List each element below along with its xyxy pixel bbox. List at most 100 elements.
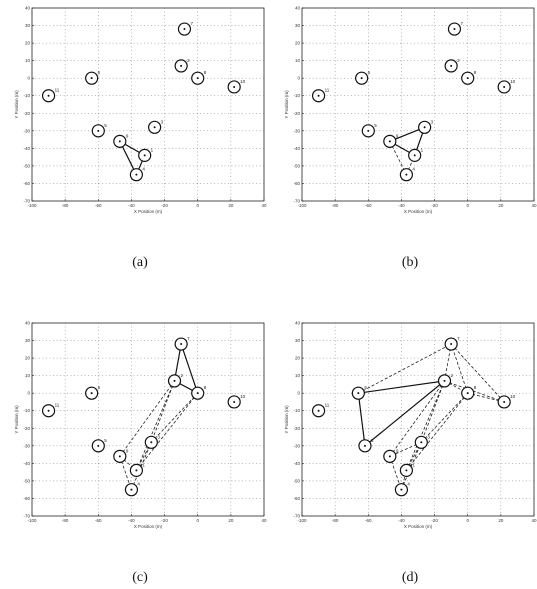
x-tick-label: -20 — [161, 518, 168, 523]
x-tick-label: -40 — [398, 203, 405, 208]
node-center — [183, 28, 186, 31]
node-label: 3 — [161, 119, 164, 124]
y-tick-label: 0 — [27, 76, 30, 81]
node-label: 1 — [412, 462, 415, 467]
node-center — [317, 409, 320, 412]
caption-a: (a) — [132, 255, 148, 270]
x-axis-label: X Position (m) — [134, 209, 163, 214]
node-center — [196, 392, 199, 395]
node-center — [453, 28, 456, 31]
x-tick-label: 0 — [466, 203, 469, 208]
node-center — [47, 409, 50, 412]
node-label: 10 — [240, 79, 246, 84]
node-label: 7 — [190, 21, 193, 26]
caption-d: (d) — [401, 570, 419, 585]
node-center — [180, 343, 183, 346]
node-center — [450, 64, 453, 67]
y-tick-label: -60 — [293, 496, 300, 501]
node-center — [388, 455, 391, 458]
node-label: 1 — [142, 462, 145, 467]
y-tick-label: 40 — [295, 6, 301, 11]
node-center — [90, 77, 93, 80]
node-center — [90, 392, 93, 395]
caption-b: (b) — [401, 255, 419, 270]
node-label: 6 — [98, 70, 101, 75]
dashed-link — [119, 456, 137, 471]
y-tick-label: 40 — [25, 321, 31, 326]
node-label: 10 — [240, 394, 246, 399]
node-label: 9 — [126, 133, 129, 138]
node-label: 2 — [451, 373, 454, 378]
y-tick-label: 30 — [295, 338, 301, 343]
y-axis-label: Y Position (m) — [14, 405, 19, 434]
x-tick-label: -100 — [297, 203, 307, 208]
x-tick-label: 0 — [196, 518, 199, 523]
node-center — [118, 455, 121, 458]
node-label: 9 — [396, 448, 399, 453]
plot-area — [301, 322, 535, 517]
node-center — [150, 441, 153, 444]
node-label: 2 — [181, 373, 184, 378]
x-axis-label: X Position (m) — [404, 209, 433, 214]
node-center — [97, 444, 100, 447]
y-tick-label: -70 — [293, 199, 300, 204]
node-label: 6 — [364, 385, 367, 390]
y-tick-label: -50 — [293, 163, 300, 168]
chart-panel-b: -100 -80 -60 -40 -20 0 20 40 40 30 20 10 0 -10 -20 -30 -… — [280, 3, 537, 248]
x-tick-label: -40 — [128, 203, 135, 208]
dashed-link — [444, 380, 505, 403]
dashed-link — [401, 442, 422, 490]
x-tick-label: -100 — [27, 203, 37, 208]
y-tick-label: -30 — [23, 443, 30, 448]
node-center — [423, 126, 426, 129]
node-center — [413, 154, 416, 157]
solid-link — [180, 343, 199, 394]
y-tick-label: -20 — [23, 426, 30, 431]
node-center — [360, 77, 363, 80]
plot-area — [31, 322, 265, 517]
node-center — [388, 140, 391, 143]
node-center — [405, 469, 408, 472]
dashed-link — [151, 392, 199, 443]
y-tick-label: -10 — [23, 408, 30, 413]
y-tick-label: -40 — [293, 146, 300, 151]
x-tick-label: 40 — [261, 203, 267, 208]
y-tick-label: 20 — [295, 356, 301, 361]
node-center — [405, 173, 408, 176]
y-tick-label: -60 — [23, 181, 30, 186]
node-label: 2 — [187, 58, 190, 63]
y-tick-label: -10 — [293, 93, 300, 98]
y-tick-label: -50 — [23, 478, 30, 483]
node-label: 4 — [407, 482, 410, 487]
node-center — [503, 85, 506, 88]
node-center — [363, 444, 366, 447]
node-label: 9 — [396, 133, 399, 138]
x-tick-label: 40 — [261, 518, 267, 523]
dashed-link — [406, 380, 445, 471]
y-tick-label: -60 — [23, 496, 30, 501]
node-label: 11 — [325, 88, 330, 93]
node-label: 1 — [151, 147, 154, 152]
x-tick-label: 20 — [498, 203, 504, 208]
y-tick-label: -10 — [23, 93, 30, 98]
solid-link — [364, 380, 445, 447]
dashed-link — [136, 392, 199, 471]
y-tick-label: -30 — [293, 443, 300, 448]
plot-area — [31, 7, 265, 202]
node-label: 9 — [126, 448, 129, 453]
node-center — [130, 488, 133, 491]
y-tick-label: 40 — [295, 321, 301, 326]
node-center — [233, 85, 236, 88]
x-tick-label: -60 — [365, 518, 372, 523]
y-tick-label: -20 — [293, 111, 300, 116]
y-tick-label: 30 — [25, 23, 31, 28]
y-tick-label: 0 — [27, 391, 30, 396]
y-tick-label: -30 — [23, 128, 30, 133]
chart-b-svg: -100 -80 -60 -40 -20 0 20 40 40 30 20 10 0 -10 -20 -30 -… — [284, 6, 537, 215]
x-tick-label: -80 — [332, 203, 339, 208]
y-tick-label: -70 — [23, 199, 30, 204]
node-label: 5 — [371, 438, 374, 443]
node-center — [503, 400, 506, 403]
node-center — [135, 173, 138, 176]
x-tick-label: -20 — [161, 203, 168, 208]
